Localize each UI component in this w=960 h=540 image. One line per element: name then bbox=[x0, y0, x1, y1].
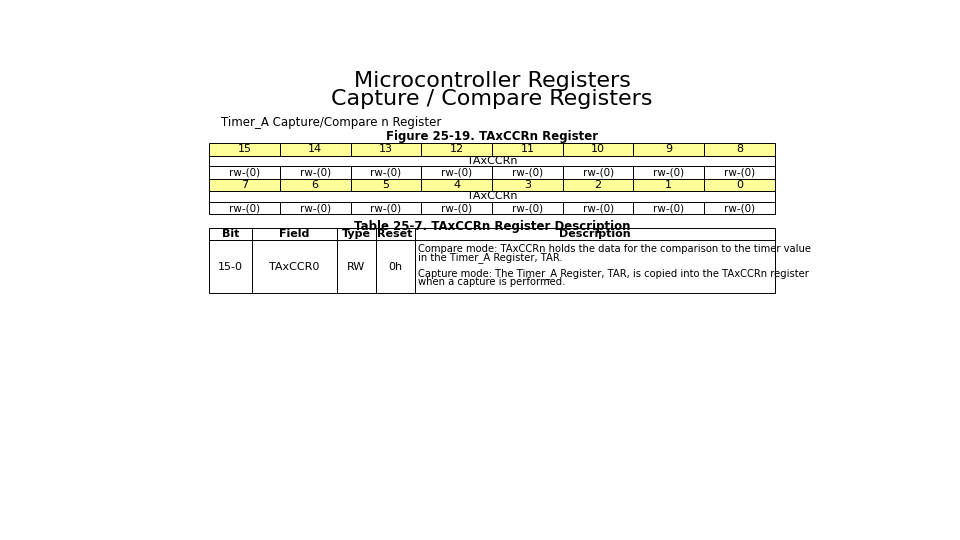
Text: 3: 3 bbox=[524, 180, 531, 190]
Bar bbox=[252, 228, 337, 240]
Text: rw-(0): rw-(0) bbox=[371, 203, 401, 213]
Bar bbox=[280, 179, 350, 191]
Bar bbox=[634, 166, 704, 179]
Text: Figure 25-19. TAxCCRn Register: Figure 25-19. TAxCCRn Register bbox=[386, 130, 598, 143]
Text: rw-(0): rw-(0) bbox=[441, 167, 472, 178]
Text: 0: 0 bbox=[736, 180, 743, 190]
Text: rw-(0): rw-(0) bbox=[228, 167, 260, 178]
Text: 13: 13 bbox=[379, 145, 393, 154]
Text: Description: Description bbox=[559, 229, 631, 239]
Text: rw-(0): rw-(0) bbox=[724, 203, 756, 213]
Bar bbox=[634, 202, 704, 214]
Text: rw-(0): rw-(0) bbox=[583, 203, 613, 213]
Text: Compare mode: TAxCCRn holds the data for the comparison to the timer value: Compare mode: TAxCCRn holds the data for… bbox=[418, 244, 810, 254]
Bar bbox=[280, 143, 350, 156]
Text: Capture mode: The Timer_A Register, TAR, is copied into the TAxCCRn register: Capture mode: The Timer_A Register, TAR,… bbox=[418, 268, 808, 279]
Text: Microcontroller Registers: Microcontroller Registers bbox=[353, 71, 631, 91]
Text: rw-(0): rw-(0) bbox=[371, 167, 401, 178]
Text: Bit: Bit bbox=[222, 229, 239, 239]
Bar bbox=[209, 166, 280, 179]
Bar bbox=[350, 166, 421, 179]
Bar bbox=[337, 228, 375, 240]
Text: TAxCCRn: TAxCCRn bbox=[467, 192, 517, 201]
Bar bbox=[492, 166, 563, 179]
Text: rw-(0): rw-(0) bbox=[300, 203, 331, 213]
Text: 2: 2 bbox=[594, 180, 602, 190]
Text: Type: Type bbox=[342, 229, 371, 239]
Text: Table 25-7. TAxCCRn Register Description: Table 25-7. TAxCCRn Register Description bbox=[353, 220, 631, 233]
Bar bbox=[337, 240, 375, 293]
Text: 5: 5 bbox=[382, 180, 390, 190]
Bar bbox=[563, 179, 634, 191]
Text: RW: RW bbox=[348, 261, 366, 272]
Text: Reset: Reset bbox=[377, 229, 413, 239]
Bar bbox=[209, 240, 252, 293]
Bar bbox=[209, 156, 775, 166]
Text: when a capture is performed.: when a capture is performed. bbox=[418, 276, 565, 287]
Text: rw-(0): rw-(0) bbox=[583, 167, 613, 178]
Text: rw-(0): rw-(0) bbox=[512, 203, 543, 213]
Text: 0h: 0h bbox=[388, 261, 402, 272]
Bar bbox=[492, 202, 563, 214]
Bar bbox=[415, 228, 775, 240]
Bar bbox=[634, 143, 704, 156]
Bar bbox=[350, 202, 421, 214]
Bar bbox=[563, 202, 634, 214]
Text: 15-0: 15-0 bbox=[218, 261, 243, 272]
Text: Field: Field bbox=[279, 229, 309, 239]
Text: rw-(0): rw-(0) bbox=[724, 167, 756, 178]
Bar bbox=[280, 202, 350, 214]
Text: TAxCCR0: TAxCCR0 bbox=[269, 261, 320, 272]
Text: 7: 7 bbox=[241, 180, 248, 190]
Text: rw-(0): rw-(0) bbox=[300, 167, 331, 178]
Bar bbox=[704, 179, 775, 191]
Text: 1: 1 bbox=[665, 180, 672, 190]
Bar bbox=[209, 143, 280, 156]
Bar bbox=[350, 179, 421, 191]
Text: Capture / Compare Registers: Capture / Compare Registers bbox=[331, 90, 653, 110]
Text: 8: 8 bbox=[736, 145, 743, 154]
Text: rw-(0): rw-(0) bbox=[512, 167, 543, 178]
Text: in the Timer_A Register, TAR.: in the Timer_A Register, TAR. bbox=[418, 252, 563, 263]
Bar bbox=[421, 143, 492, 156]
Bar bbox=[421, 179, 492, 191]
Text: rw-(0): rw-(0) bbox=[653, 167, 684, 178]
Bar bbox=[563, 166, 634, 179]
Text: 10: 10 bbox=[591, 145, 605, 154]
Bar bbox=[421, 166, 492, 179]
Text: TAxCCRn: TAxCCRn bbox=[467, 156, 517, 166]
Bar bbox=[492, 143, 563, 156]
Bar bbox=[209, 191, 775, 202]
Bar bbox=[209, 202, 280, 214]
Bar bbox=[350, 143, 421, 156]
Bar bbox=[280, 166, 350, 179]
Bar bbox=[252, 240, 337, 293]
Bar bbox=[704, 143, 775, 156]
Text: 9: 9 bbox=[665, 145, 672, 154]
Bar bbox=[492, 179, 563, 191]
Bar bbox=[634, 179, 704, 191]
Text: 4: 4 bbox=[453, 180, 460, 190]
Bar bbox=[563, 143, 634, 156]
Text: rw-(0): rw-(0) bbox=[653, 203, 684, 213]
Bar bbox=[704, 166, 775, 179]
Text: rw-(0): rw-(0) bbox=[228, 203, 260, 213]
Bar bbox=[704, 202, 775, 214]
Text: rw-(0): rw-(0) bbox=[441, 203, 472, 213]
Text: 14: 14 bbox=[308, 145, 323, 154]
Text: 12: 12 bbox=[449, 145, 464, 154]
Bar bbox=[375, 228, 415, 240]
Text: Timer_A Capture/Compare n Register: Timer_A Capture/Compare n Register bbox=[221, 117, 442, 130]
Bar bbox=[415, 240, 775, 293]
Bar bbox=[421, 202, 492, 214]
Text: 6: 6 bbox=[312, 180, 319, 190]
Bar bbox=[375, 240, 415, 293]
Text: 11: 11 bbox=[520, 145, 535, 154]
Bar bbox=[209, 179, 280, 191]
Bar bbox=[209, 228, 252, 240]
Text: 15: 15 bbox=[237, 145, 252, 154]
